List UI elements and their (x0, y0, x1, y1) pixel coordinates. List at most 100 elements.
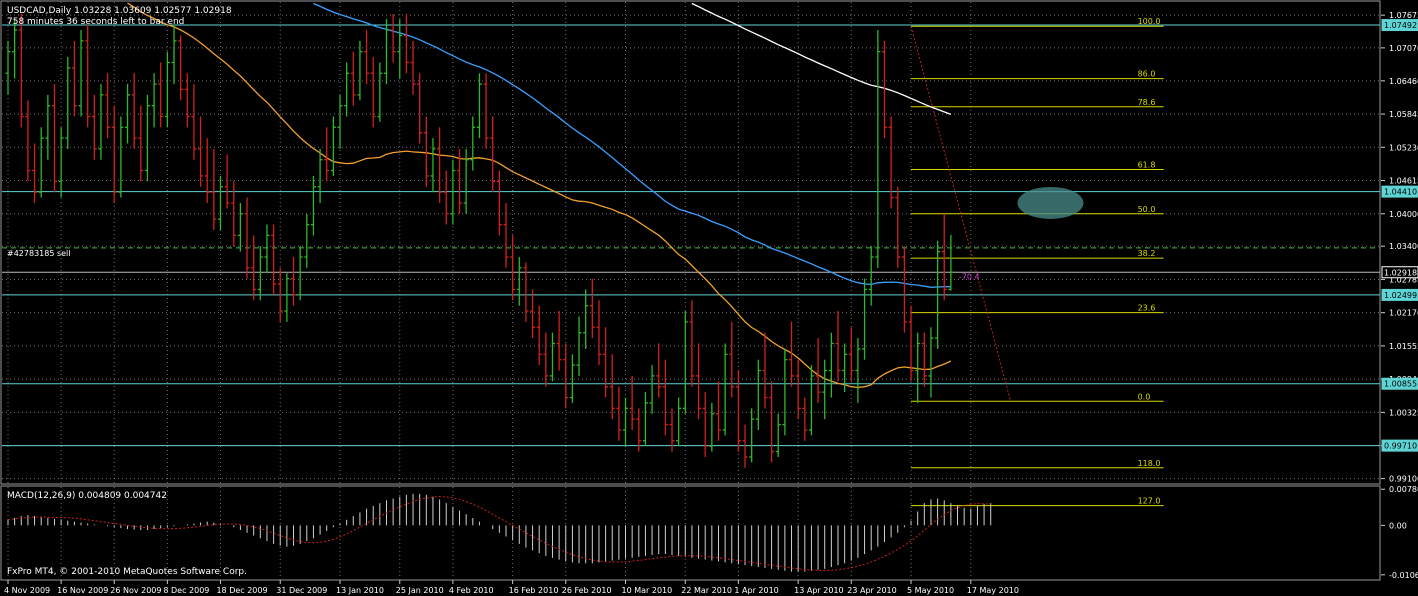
price-marker-box (1381, 266, 1418, 279)
ohlc-bar (12, 19, 18, 79)
ohlc-bar (370, 57, 376, 128)
ohlc-bar (848, 327, 854, 382)
ohlc-bar (277, 267, 283, 322)
ohlc-bar (523, 262, 529, 322)
ohlc-bar (383, 19, 389, 85)
fibonacci-retracement[interactable]: 100.0 86.0 78.6 61.8 50.0 38.2 23.6 0.0 118.0 127… (910, 17, 1164, 507)
ohlc-bar (490, 116, 496, 193)
ohlc-bar (530, 289, 536, 339)
ohlc-bar (317, 148, 323, 203)
grid (0, 0, 1381, 581)
ohlc-bar (563, 343, 569, 409)
ohlc-bar (437, 127, 443, 203)
ohlc-bar (536, 305, 542, 366)
ohlc-bar (463, 148, 469, 214)
ohlc-bar (649, 365, 655, 414)
ohlc-bar (217, 175, 223, 230)
ohlc-bar (51, 84, 57, 193)
ohlc-bar (616, 386, 622, 441)
price-tick-label: 1.03400 (1389, 242, 1418, 251)
ohlc-bar (629, 375, 635, 430)
price-tick-label: 1.07675 (1389, 11, 1418, 20)
ohlc-bar (457, 148, 463, 214)
ohlc-bar (397, 19, 403, 79)
ohlc-bar (556, 311, 562, 371)
price-marker-label: 1.02499 (1384, 291, 1417, 300)
ohlc-bar (430, 138, 436, 193)
horizontal-lines (2, 24, 1380, 447)
ohlc-bar (138, 105, 144, 182)
ohlc-bar (417, 73, 423, 144)
date-tick-label: 22 Mar 2010 (681, 586, 732, 595)
ohlc-bar (569, 354, 575, 403)
date-tick-label: 8 Dec 2009 (163, 586, 209, 595)
ohlc-bar (244, 197, 250, 279)
price-marker-label: 1.00855 (1384, 380, 1417, 389)
ohlc-bar (32, 143, 38, 203)
date-tick-label: 26 Nov 2009 (110, 586, 161, 595)
ohlc-bar (762, 332, 768, 409)
ohlc-bar (802, 397, 808, 441)
bar-timer: 758 minutes 36 seconds left to bar end (7, 17, 184, 27)
fib-level-label: 61.8 (1138, 160, 1156, 169)
fib-level-label: 50.0 (1138, 205, 1156, 214)
ohlc-bar (364, 30, 370, 85)
ohlc-bar (410, 40, 416, 95)
price-tick-label: 1.02785 (1389, 275, 1418, 284)
main-panel-frame (0, 0, 1381, 485)
date-tick-label: 4 Nov 2009 (4, 586, 50, 595)
ohlc-bar (105, 73, 111, 139)
fib-level-label: 100.0 (1138, 17, 1161, 26)
ohlc-bar (543, 332, 549, 387)
price-marker-label: 0.99710 (1384, 442, 1417, 451)
ohlc-bar (722, 343, 728, 436)
ohlc-bar (198, 116, 204, 187)
ohlc-bar (344, 62, 350, 117)
ohlc-bar (257, 246, 263, 301)
ohlc-bar (881, 40, 887, 139)
ma-white-line (691, 2, 952, 116)
price-tick-label: 1.04000 (1389, 210, 1418, 219)
ohlc-bar (609, 354, 615, 420)
ohlc-bar (324, 127, 330, 182)
date-tick-label: 17 May 2010 (967, 586, 1019, 595)
ohlc-bar (224, 154, 230, 209)
ohlc-bar (111, 105, 117, 203)
price-marker-box (1381, 185, 1418, 198)
ohlc-bar (835, 311, 841, 382)
ohlc-bar (603, 327, 609, 398)
ohlc-bar (65, 57, 71, 149)
ohlc-bar (815, 338, 821, 403)
price-tick-label: 1.02170 (1389, 309, 1418, 318)
symbol-header: USDCAD,Daily 1.03228 1.03609 1.02577 1.0… (7, 6, 232, 16)
ohlc-bar (895, 186, 901, 268)
ohlc-bar (775, 413, 781, 457)
date-tick-label: 16 Nov 2009 (57, 586, 108, 595)
price-tick-label: 1.05845 (1389, 110, 1418, 119)
ohlc-bar (131, 73, 137, 149)
ohlc-bar (596, 300, 602, 366)
ohlc-bar (251, 235, 257, 301)
fib-trendline (910, 26, 1012, 402)
ohlc-bar (38, 127, 44, 198)
macd-header: MACD(12,26,9) 0.004809 0.004742 (7, 491, 167, 501)
date-tick-label: 16 Feb 2010 (509, 586, 559, 595)
fib-level-label: 118.0 (1138, 459, 1161, 468)
ohlc-bar (915, 332, 921, 403)
ohlc-bar (423, 116, 429, 187)
fib-level-label: 38.2 (1138, 249, 1156, 258)
ohlc-bar (855, 338, 861, 403)
macd-tick-label: -0.01068 (1389, 571, 1418, 580)
ohlc-bar (676, 397, 682, 447)
ohlc-bar (91, 94, 97, 160)
price-marker-box (1381, 19, 1418, 32)
ohlc-bar (297, 246, 303, 301)
ohlc-bar (888, 116, 894, 209)
ohlc-bar (921, 332, 927, 387)
order-label: #42783185 sell (7, 249, 71, 258)
ma-blue-line (313, 2, 951, 288)
ohlc-bar (476, 73, 482, 139)
